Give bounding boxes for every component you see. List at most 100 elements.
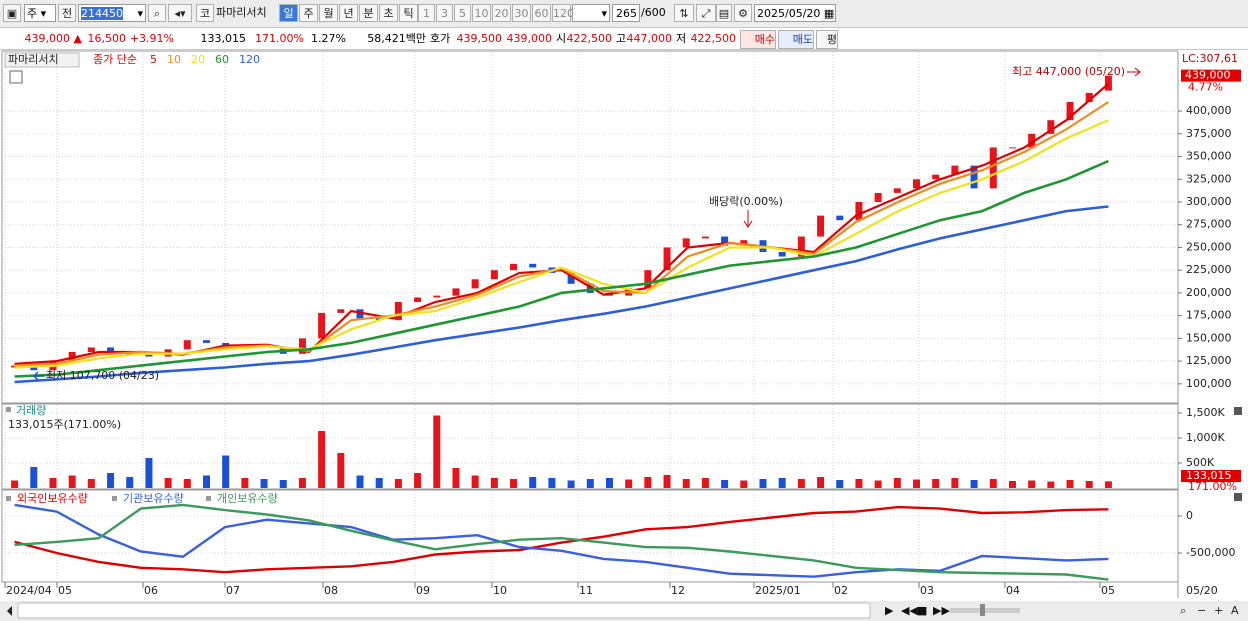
candle <box>913 179 921 189</box>
volume-bar <box>759 479 767 488</box>
settings-icon[interactable]: ⚙ <box>734 4 752 22</box>
volume-bar <box>107 473 115 488</box>
volume-bar <box>414 473 422 488</box>
tool-icon[interactable]: ⇅ <box>674 4 694 22</box>
change: 16,500 <box>87 32 127 45</box>
dividend-annotation: 배당락(0.00%) <box>709 195 783 208</box>
date-input[interactable]: 2025/05/20 ▦ <box>754 4 836 22</box>
unit-select[interactable]: ▾ <box>572 4 610 22</box>
scroll-button[interactable]: ■ <box>917 604 927 617</box>
period-button[interactable]: 주 <box>299 4 318 22</box>
holding-line <box>14 505 1109 574</box>
period-button[interactable]: 초 <box>379 4 398 22</box>
y-tick-label: 375,000 <box>1186 127 1232 140</box>
candle <box>183 340 191 350</box>
zoom-button[interactable]: ⌕ <box>1180 604 1186 617</box>
kospi-button[interactable]: 코 <box>196 4 214 22</box>
candle <box>970 165 978 189</box>
volume-bar <box>1047 481 1055 488</box>
legend-entry: 외국인보유수량 <box>17 492 88 505</box>
period-button[interactable]: 년 <box>339 4 358 22</box>
date: 2025/05/20 <box>757 7 821 20</box>
prev-button[interactable]: 전 <box>58 4 76 22</box>
rate: +3.91% <box>129 32 174 45</box>
candle <box>222 342 230 346</box>
volume-bar <box>1104 481 1112 488</box>
tool-icon[interactable]: ⤢ <box>696 4 716 22</box>
interval-button[interactable]: 1 <box>418 4 435 22</box>
interval-button[interactable]: 30 <box>512 4 531 22</box>
ask: 439,500 <box>456 32 503 45</box>
interval-button[interactable]: 120 <box>552 4 574 22</box>
market-select[interactable]: 주 ▾ <box>24 4 56 22</box>
volume-subtitle: 133,015주(171.00%) <box>8 418 121 431</box>
volume-bar <box>663 475 671 488</box>
search-icon[interactable]: ⌕ <box>148 4 166 22</box>
low-annotation: 최저 107,700 (04/23) <box>46 369 159 382</box>
zoom-button[interactable]: − <box>1197 604 1206 617</box>
candle <box>68 352 76 362</box>
interval-button[interactable]: 5 <box>454 4 471 22</box>
volume-bar <box>625 479 633 488</box>
candle <box>567 272 575 284</box>
interval-button[interactable]: 20 <box>492 4 511 22</box>
volume-bar <box>970 480 978 488</box>
high-label: 고 <box>616 32 627 45</box>
interval-button[interactable]: 3 <box>436 4 453 22</box>
y-tick-label: 250,000 <box>1186 240 1232 253</box>
volume-bar <box>30 467 38 488</box>
count-input[interactable]: 265 <box>612 4 640 22</box>
sound-icon[interactable]: ◂▾ <box>168 4 192 22</box>
zoom-button[interactable]: A <box>1231 604 1239 617</box>
candle <box>951 165 959 175</box>
period-button[interactable]: 월 <box>319 4 338 22</box>
candle <box>817 215 825 237</box>
interval-button[interactable]: 60 <box>532 4 551 22</box>
legend-name-box <box>4 52 80 68</box>
period-button[interactable]: 일 <box>279 4 298 22</box>
ma-line <box>14 205 1109 384</box>
candle <box>644 270 652 289</box>
volume-bar <box>394 479 402 488</box>
candle <box>778 252 786 257</box>
candle <box>318 312 326 339</box>
scroll-button[interactable]: ◀◀ <box>901 604 918 617</box>
lc-label: LC:307,61 <box>1182 52 1238 65</box>
x-tick-label: 09 <box>416 584 430 597</box>
zoom-button[interactable]: + <box>1214 604 1223 617</box>
candle <box>1104 75 1112 91</box>
avg-button[interactable]: 평 <box>816 30 838 49</box>
candle <box>529 263 537 268</box>
volume-bar <box>145 458 153 488</box>
code-input[interactable]: 214450 ▾ <box>78 4 146 22</box>
volume-bar <box>490 478 498 488</box>
save-icon[interactable]: ▤ <box>716 4 732 22</box>
y-tick-label: 400,000 <box>1186 104 1232 117</box>
menu-icon[interactable]: ▣ <box>3 4 21 22</box>
legend-entry: 기관보유수량 <box>123 492 184 505</box>
volume-bar <box>298 478 306 488</box>
x-tick-label: 07 <box>226 584 240 597</box>
x-tick-label: 05 <box>1101 584 1115 597</box>
volume-bar <box>471 475 479 488</box>
scroll-button[interactable]: ▶ <box>885 604 894 617</box>
sell-button[interactable]: 매도 <box>778 30 814 49</box>
volume-bar <box>241 478 249 488</box>
panel-marker <box>6 407 11 412</box>
period-button[interactable]: 분 <box>359 4 378 22</box>
candle <box>1008 147 1016 149</box>
count-max: /600 <box>641 6 666 19</box>
volume-bar <box>932 479 940 488</box>
volume-bar <box>644 477 652 488</box>
x-tick-label: 02 <box>834 584 848 597</box>
y-tick-label: 1,500K <box>1186 406 1225 419</box>
buy-button[interactable]: 매수 <box>740 30 776 49</box>
legend-entry: 60 <box>215 53 229 66</box>
interval-button[interactable]: 10 <box>472 4 491 22</box>
y-tick-label: -500,000 <box>1186 546 1235 559</box>
period-button[interactable]: 틱 <box>399 4 418 22</box>
last-price-box <box>1181 69 1241 82</box>
candle <box>1047 120 1055 134</box>
candle <box>490 270 498 280</box>
scroll-button[interactable]: ▶▶ <box>933 604 950 617</box>
